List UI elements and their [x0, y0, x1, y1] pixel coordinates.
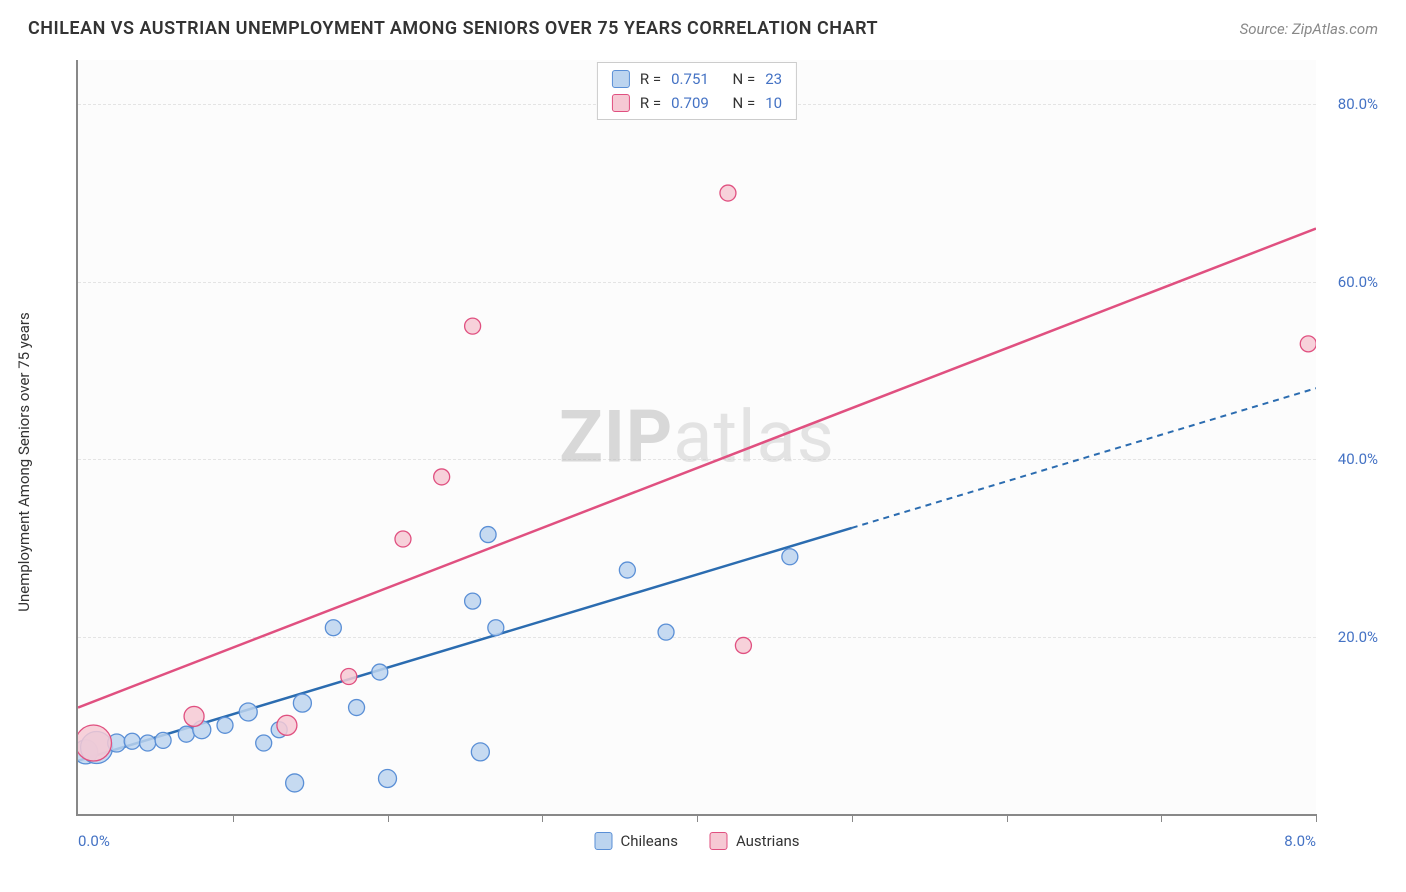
- stats-row-chileans: R = 0.751 N = 23: [612, 67, 782, 91]
- y-tick-label: 60.0%: [1338, 273, 1378, 291]
- x-tick: [697, 814, 698, 822]
- r-value-austrians: 0.709: [671, 91, 709, 115]
- plot-region: ZIPatlas R = 0.751 N = 23 R = 0.709 N = …: [76, 60, 1316, 816]
- x-axis-min-label: 0.0%: [78, 832, 110, 850]
- y-tick-label: 40.0%: [1338, 450, 1378, 468]
- stats-swatch-austrians: [612, 94, 630, 112]
- x-tick: [233, 814, 234, 822]
- legend-item-austrians: Austrians: [710, 832, 800, 850]
- x-tick: [542, 814, 543, 822]
- chart-title: CHILEAN VS AUSTRIAN UNEMPLOYMENT AMONG S…: [28, 18, 878, 39]
- n-value-chileans: 23: [765, 67, 782, 91]
- stats-swatch-chileans: [612, 70, 630, 88]
- x-tick: [1161, 814, 1162, 822]
- x-tick: [1316, 814, 1317, 822]
- legend-swatch-chileans: [594, 832, 612, 850]
- plot-svg: [78, 60, 1316, 814]
- legend-item-chileans: Chileans: [594, 832, 677, 850]
- x-tick: [1007, 814, 1008, 822]
- y-tick-label: 80.0%: [1338, 95, 1378, 113]
- y-tick-label: 20.0%: [1338, 628, 1378, 646]
- chart-header: CHILEAN VS AUSTRIAN UNEMPLOYMENT AMONG S…: [0, 0, 1406, 47]
- n-value-austrians: 10: [765, 91, 782, 115]
- x-tick: [852, 814, 853, 822]
- series-legend: Chileans Austrians: [594, 832, 799, 850]
- chart-source: Source: ZipAtlas.com: [1240, 20, 1378, 38]
- chart-area: Unemployment Among Seniors over 75 years…: [28, 52, 1386, 872]
- correlation-stats-box: R = 0.751 N = 23 R = 0.709 N = 10: [597, 62, 797, 120]
- r-value-chileans: 0.751: [671, 67, 709, 91]
- x-tick: [388, 814, 389, 822]
- legend-swatch-austrians: [710, 832, 728, 850]
- stats-row-austrians: R = 0.709 N = 10: [612, 91, 782, 115]
- x-axis-max-label: 8.0%: [1284, 832, 1316, 850]
